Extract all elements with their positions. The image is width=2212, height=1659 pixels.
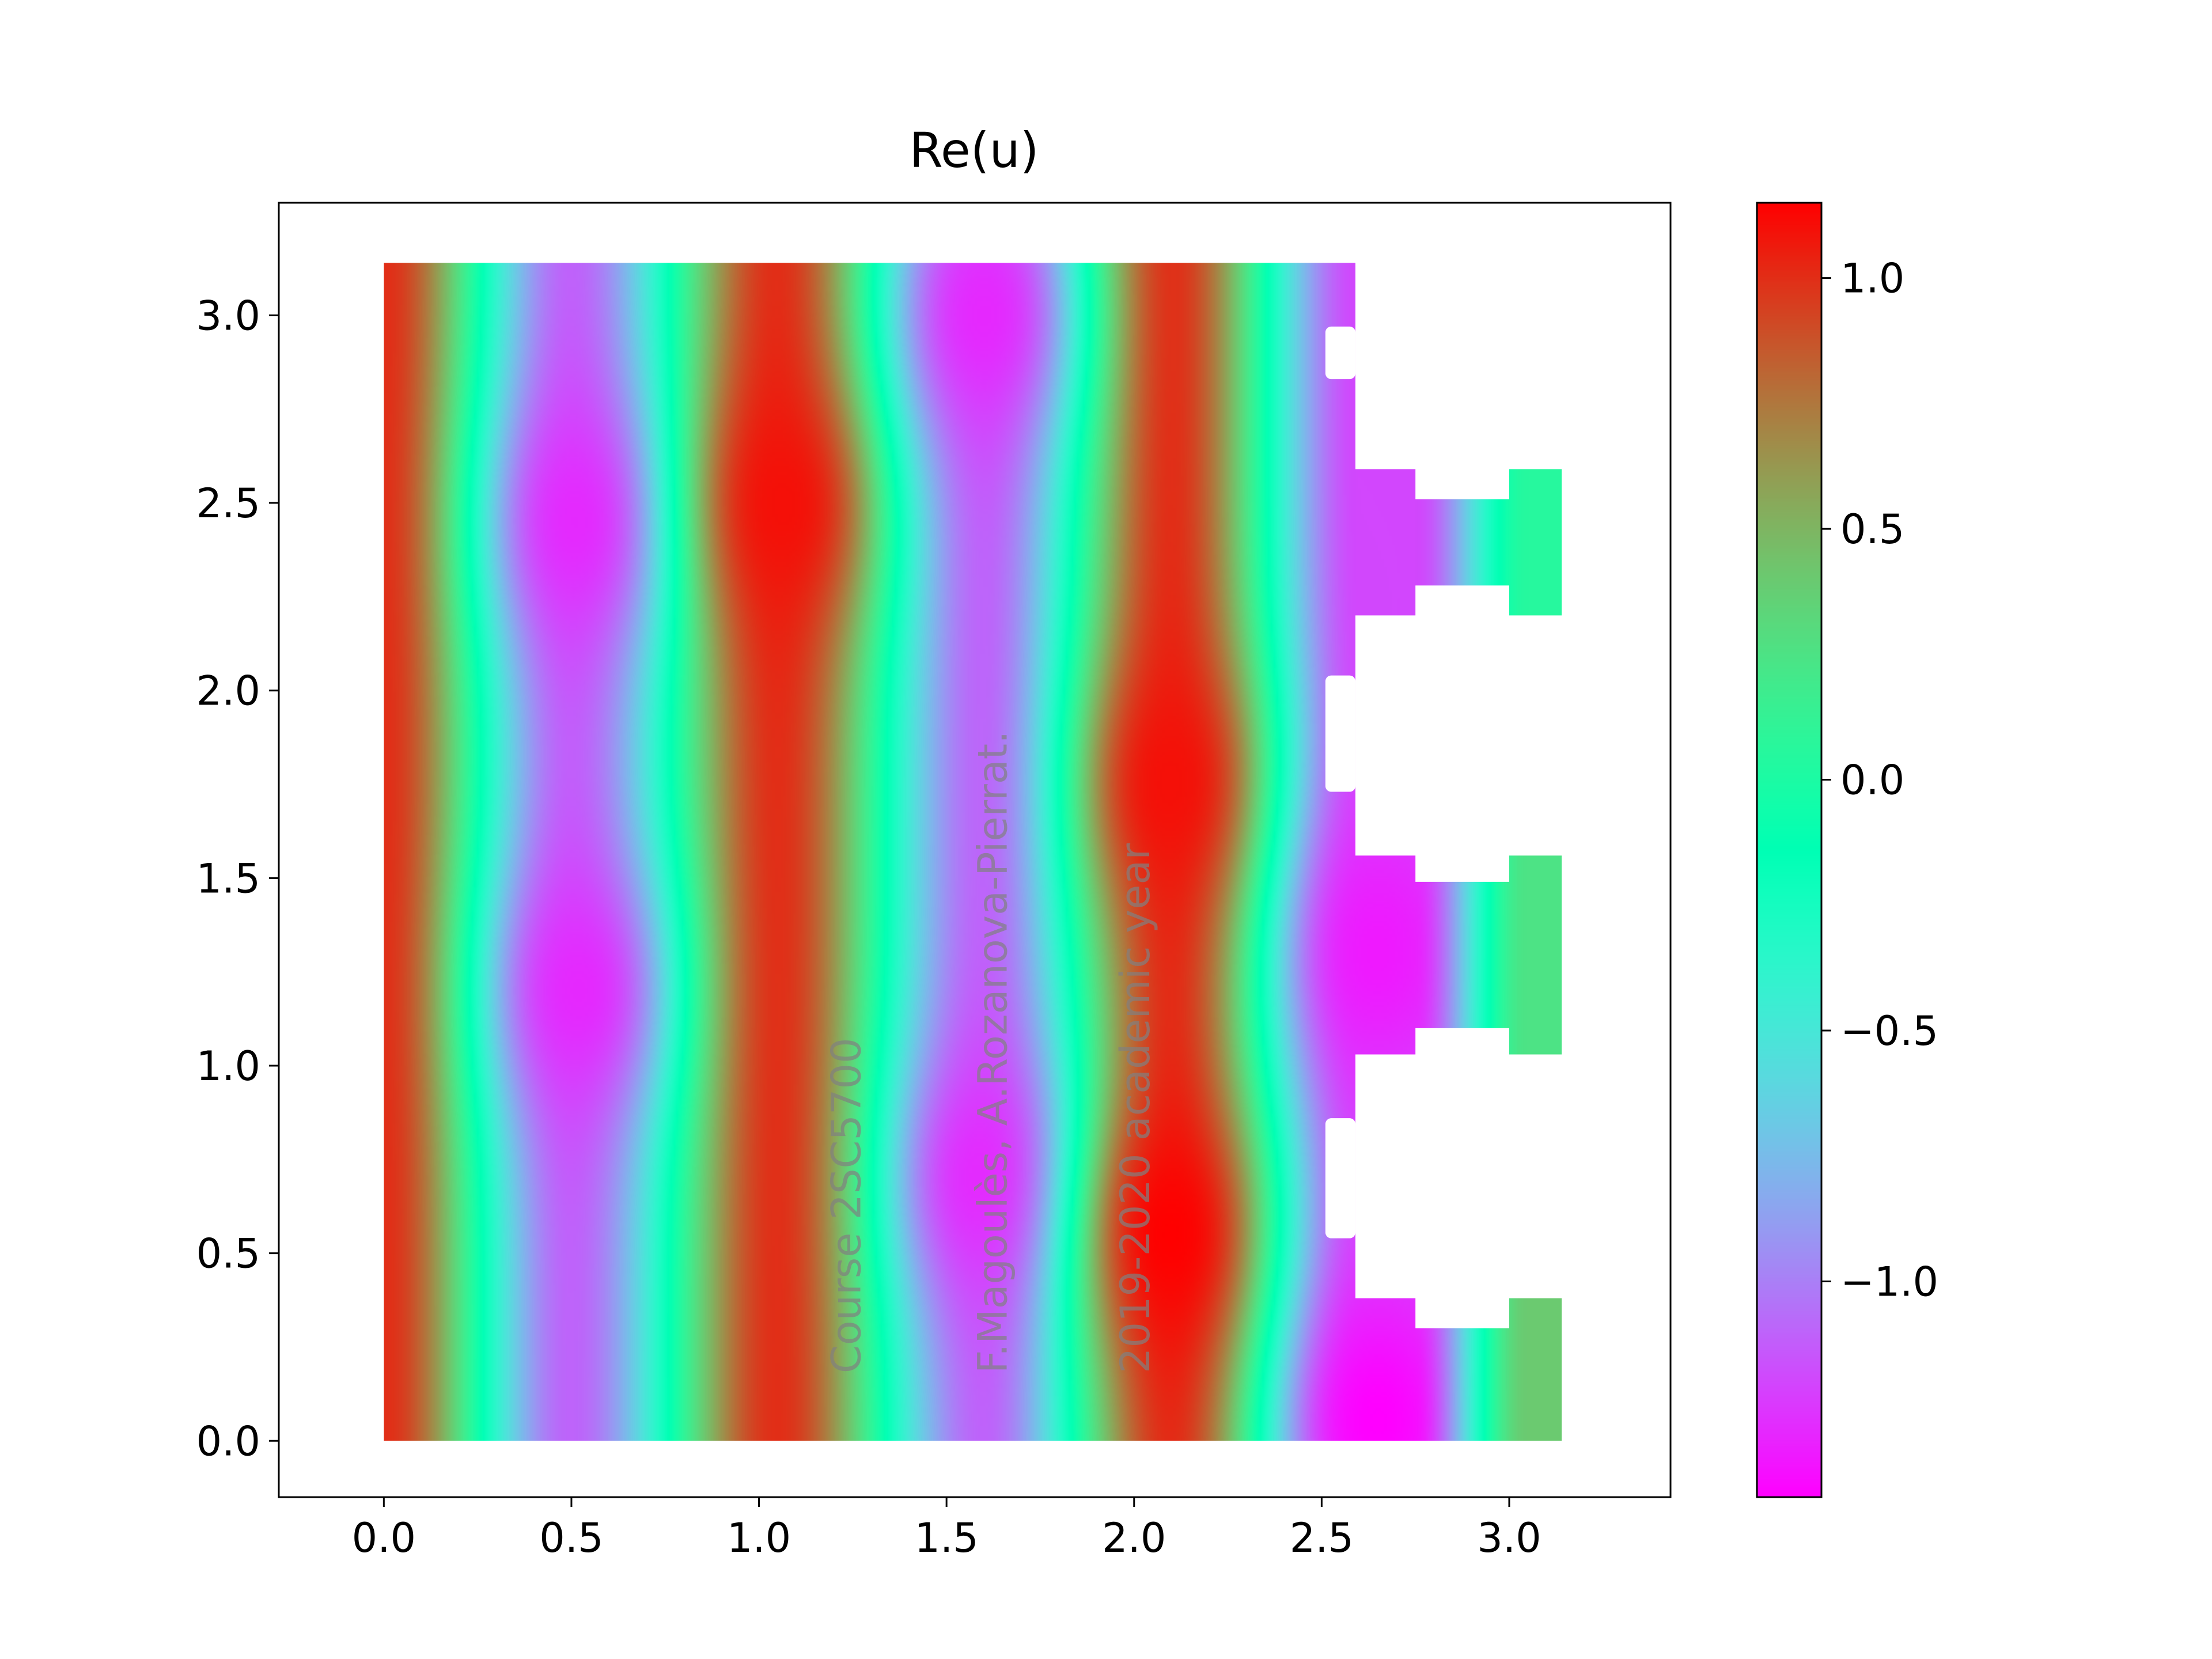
watermark-line-1: F.Magoulès, A.Rozanova-Pierrat. — [969, 731, 1016, 1373]
colorbar: −1.0 −0.5 0.0 0.5 1.0 — [1756, 202, 1938, 1498]
x-tick-label: 2.5 — [1290, 1514, 1354, 1562]
colorbar-tick-label: 0.5 — [1840, 506, 1904, 553]
watermark-line-0: Course 2SC5700 — [823, 1037, 870, 1373]
colorbar-tick-label: 0.0 — [1840, 757, 1904, 804]
colorbar-gradient — [1757, 203, 1821, 1497]
domain-slot-2 — [1325, 1118, 1355, 1238]
domain-slot-1 — [1325, 675, 1355, 792]
y-tick-label: 1.5 — [196, 855, 260, 902]
y-tick-label: 2.5 — [196, 480, 260, 527]
x-tick-label: 1.0 — [727, 1514, 791, 1562]
x-tick-label: 0.5 — [539, 1514, 603, 1562]
y-tick-label: 2.0 — [196, 668, 260, 715]
colorbar-ticks: −1.0 −0.5 0.0 0.5 1.0 — [1821, 255, 1938, 1306]
chart-title: Re(u) — [909, 122, 1039, 179]
y-tick-label: 1.0 — [196, 1043, 260, 1090]
colorbar-tick-label: 1.0 — [1840, 255, 1904, 302]
domain-slot-0 — [1325, 326, 1355, 380]
x-axis: 0.0 0.5 1.0 1.5 2.0 2.5 3.0 — [352, 1497, 1541, 1562]
x-tick-label: 3.0 — [1477, 1514, 1541, 1562]
colorbar-tick-label: −0.5 — [1840, 1007, 1938, 1055]
colorbar-tick-label: −1.0 — [1840, 1259, 1938, 1306]
y-tick-label: 0.5 — [196, 1230, 260, 1278]
x-tick-label: 2.0 — [1102, 1514, 1166, 1562]
colorbar-frame — [1756, 202, 1823, 1498]
x-tick-label: 1.5 — [914, 1514, 978, 1562]
watermark-group: Course 2SC5700 F.Magoulès, A.Rozanova-Pie… — [823, 731, 1158, 1373]
x-tick-label: 0.0 — [352, 1514, 416, 1562]
y-axis: 0.0 0.5 1.0 1.5 2.0 2.5 3.0 — [196, 292, 279, 1465]
watermark-line-2: 2019-2020 academic year — [1112, 843, 1159, 1373]
y-tick-label: 3.0 — [196, 292, 260, 339]
plot-frame — [278, 202, 1672, 1498]
y-tick-label: 0.0 — [196, 1418, 260, 1465]
